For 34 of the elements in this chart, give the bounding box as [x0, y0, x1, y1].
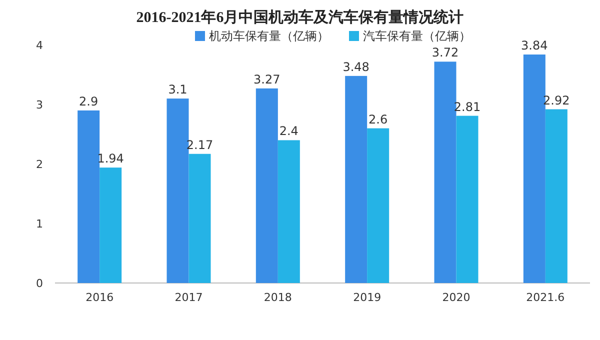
data-label: 2.9: [79, 94, 98, 108]
data-label: 2.6: [368, 112, 388, 126]
bar: [188, 154, 211, 283]
y-tick-label: 2: [36, 158, 43, 171]
data-label: 3.84: [521, 38, 548, 53]
bar: [345, 76, 368, 283]
bar: [166, 98, 189, 283]
bar: [278, 140, 300, 283]
data-label: 2.4: [279, 124, 298, 138]
data-label: 3.27: [254, 72, 280, 86]
legend-label: 机动车保有量（亿辆）: [209, 29, 329, 43]
bar: [367, 128, 390, 283]
bar: [256, 88, 278, 283]
y-tick-label: 1: [36, 218, 43, 230]
bar: [100, 168, 122, 283]
bar: [434, 62, 456, 283]
data-label: 3.48: [342, 60, 370, 74]
bar: [456, 116, 478, 283]
bar: [78, 110, 100, 283]
legend-label: 汽车保有量（亿辆）: [363, 29, 471, 43]
chart-title: 2016-2021年6月中国机动车及汽车保有量情况统计: [136, 8, 464, 26]
bar: [523, 54, 546, 283]
y-tick-label: 0: [36, 277, 43, 290]
data-label: 3.72: [432, 46, 459, 60]
x-tick-label: 2021.6: [526, 291, 565, 304]
y-tick-label: 3: [36, 98, 43, 112]
data-label: 3.1: [168, 82, 188, 97]
bar: [545, 109, 568, 283]
x-tick-label: 2020: [442, 291, 470, 304]
x-tick-label: 2017: [174, 291, 203, 304]
y-tick-label: 4: [36, 39, 43, 52]
x-tick-label: 2016: [86, 291, 114, 304]
x-tick-label: 2018: [264, 291, 292, 304]
x-tick-label: 2019: [353, 291, 382, 304]
